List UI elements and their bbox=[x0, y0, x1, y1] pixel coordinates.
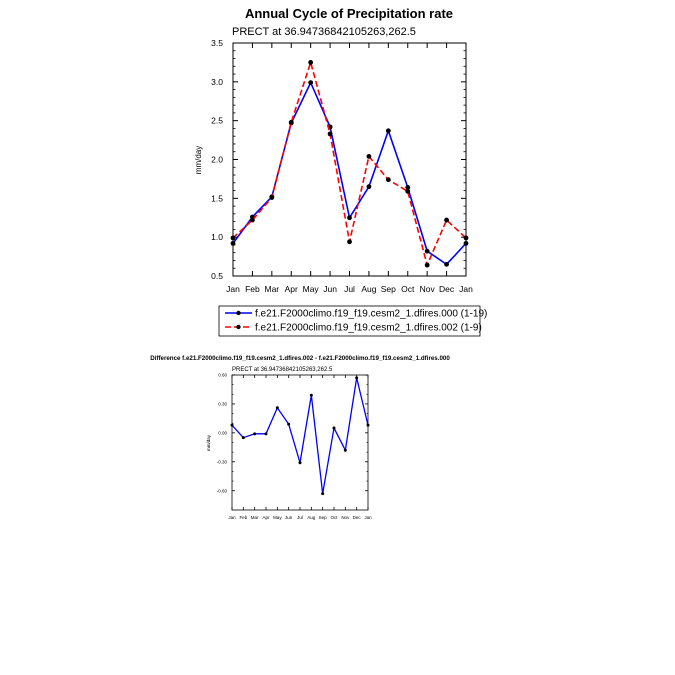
main-series-2-point bbox=[308, 60, 314, 65]
main-series-1-point bbox=[424, 248, 430, 254]
diff-x-tick-label: Jun bbox=[285, 515, 293, 520]
diff-chart-subtitle: PRECT at 36.94736842105263,262.5 bbox=[232, 367, 333, 373]
main-series-2-point bbox=[385, 177, 391, 183]
diff-y-tick-label: 0.60 bbox=[218, 373, 227, 378]
main-x-tick-label: Apr bbox=[285, 284, 298, 294]
main-x-tick-label: Mar bbox=[265, 284, 280, 294]
diff-x-tick-label: Oct bbox=[330, 515, 338, 520]
main-x-tick-label: Jul bbox=[344, 284, 355, 294]
diff-series-1-point bbox=[309, 393, 313, 397]
diff-x-tick-label: Dec bbox=[353, 515, 362, 520]
diff-x-tick-label: Mar bbox=[251, 515, 259, 520]
legend-box bbox=[218, 305, 481, 337]
main-x-tick-label: Oct bbox=[401, 284, 415, 294]
main-series-1-point bbox=[463, 240, 469, 246]
main-series-line-2 bbox=[232, 59, 467, 268]
main-y-tick-label: 1.5 bbox=[211, 193, 223, 203]
main-y-tick-label: 3.0 bbox=[211, 77, 223, 87]
diff-x-tick-label: Jan bbox=[228, 515, 236, 520]
diff-series-1-point bbox=[253, 432, 257, 436]
main-series-1-point bbox=[444, 261, 449, 267]
main-x-tick-label: Sep bbox=[381, 284, 396, 294]
main-chart-title: Annual Cycle of Precipitation rate bbox=[245, 6, 453, 21]
diff-series-1-point bbox=[241, 436, 245, 440]
diff-x-tick-label: Sep bbox=[319, 515, 328, 520]
main-x-tick-label: Jan bbox=[459, 284, 473, 294]
diff-x-tick-label: Nov bbox=[341, 515, 350, 520]
main-series-2-point bbox=[366, 153, 372, 159]
main-series-1-point bbox=[347, 215, 352, 221]
main-series-2-point bbox=[230, 235, 236, 241]
main-x-tick-label: Jan bbox=[226, 284, 240, 294]
main-series-2-point bbox=[463, 235, 469, 241]
main-y-tick-label: 3.5 bbox=[211, 38, 223, 48]
main-x-tick-label: Jun bbox=[323, 284, 337, 294]
diff-series-1-point bbox=[230, 423, 234, 427]
main-x-tick-label: Nov bbox=[420, 284, 436, 294]
diff-series-1-point bbox=[321, 492, 325, 496]
diff-x-tick-label: Apr bbox=[262, 515, 270, 520]
diff-y-tick-label: 0.00 bbox=[218, 430, 227, 435]
main-chart-legend: f.e21.F2000climo.f19_f19.cesm2_1.dfires.… bbox=[218, 305, 487, 337]
legend-label-series-1: f.e21.F2000climo.f19_f19.cesm2_1.dfires.… bbox=[255, 309, 487, 320]
main-series-2-point bbox=[347, 239, 352, 245]
main-x-tick-label: Dec bbox=[439, 284, 455, 294]
diff-series-1-point bbox=[298, 461, 302, 465]
main-series-1-point bbox=[366, 184, 372, 190]
diff-plot-area: Jan Feb Mar Apr May Jun Jul Aug Sep Oct Nov Dec Jan-… bbox=[217, 373, 372, 520]
diff-series-1-point bbox=[355, 376, 359, 380]
legend-marker-series-2 bbox=[236, 324, 241, 330]
diff-x-tick-label: Jan bbox=[364, 515, 372, 520]
diff-y-tick-label: -0.60 bbox=[217, 488, 228, 493]
diff-series-1-point bbox=[275, 406, 279, 410]
diff-plot-frame bbox=[231, 374, 369, 511]
diff-chart-title: Difference f.e21.F2000climo.f19_f19.cesm… bbox=[150, 355, 450, 362]
diff-chart-ylabel: mm/day bbox=[206, 434, 211, 451]
main-series-2-point bbox=[269, 195, 275, 200]
main-series-1-point bbox=[385, 128, 391, 134]
main-y-tick-label: 1.0 bbox=[211, 232, 223, 242]
diff-series-1-point bbox=[366, 423, 370, 427]
main-chart-ylabel: mm/day bbox=[194, 146, 203, 174]
diff-series-1-point bbox=[287, 422, 291, 426]
main-plot-area: Jan Feb Mar Apr May Jun Jul Aug Sep Oct Nov Dec Jan0… bbox=[211, 38, 473, 294]
main-x-tick-label: Aug bbox=[361, 284, 376, 294]
main-chart-subtitle: PRECT at 36.94736842105263,262.5 bbox=[232, 26, 416, 38]
diff-series-1-point bbox=[343, 448, 347, 452]
main-series-2-point bbox=[444, 217, 449, 223]
diff-y-tick-label: 0.30 bbox=[218, 402, 227, 407]
main-series-line-1 bbox=[232, 80, 467, 266]
diff-series-1-point bbox=[332, 426, 336, 430]
legend-marker-series-1 bbox=[236, 310, 241, 316]
main-series-2-point bbox=[405, 188, 411, 194]
main-series-2-point bbox=[424, 262, 430, 268]
diff-y-tick-label: -0.30 bbox=[217, 459, 228, 464]
main-series-2-point bbox=[288, 119, 294, 125]
diff-x-tick-label: May bbox=[273, 515, 282, 520]
diff-x-tick-label: Aug bbox=[307, 515, 316, 520]
diff-series-1-point bbox=[264, 432, 268, 436]
main-series-2-point bbox=[250, 217, 255, 223]
main-y-tick-label: 2.5 bbox=[211, 116, 223, 126]
diff-x-tick-label: Jul bbox=[297, 515, 303, 520]
main-series-2-point bbox=[327, 131, 333, 137]
main-x-tick-label: Feb bbox=[245, 284, 260, 294]
diff-x-tick-label: Feb bbox=[239, 515, 247, 520]
diff-series-line-1 bbox=[231, 377, 369, 494]
main-series-1-point bbox=[230, 240, 236, 246]
main-x-tick-label: May bbox=[303, 284, 320, 294]
legend-label-series-2: f.e21.F2000climo.f19_f19.cesm2_1.dfires.… bbox=[255, 323, 482, 334]
main-series-1-point bbox=[405, 185, 411, 190]
main-y-tick-label: 0.5 bbox=[211, 271, 223, 281]
main-y-tick-label: 2.0 bbox=[211, 154, 223, 164]
main-series-1-point bbox=[308, 80, 314, 86]
